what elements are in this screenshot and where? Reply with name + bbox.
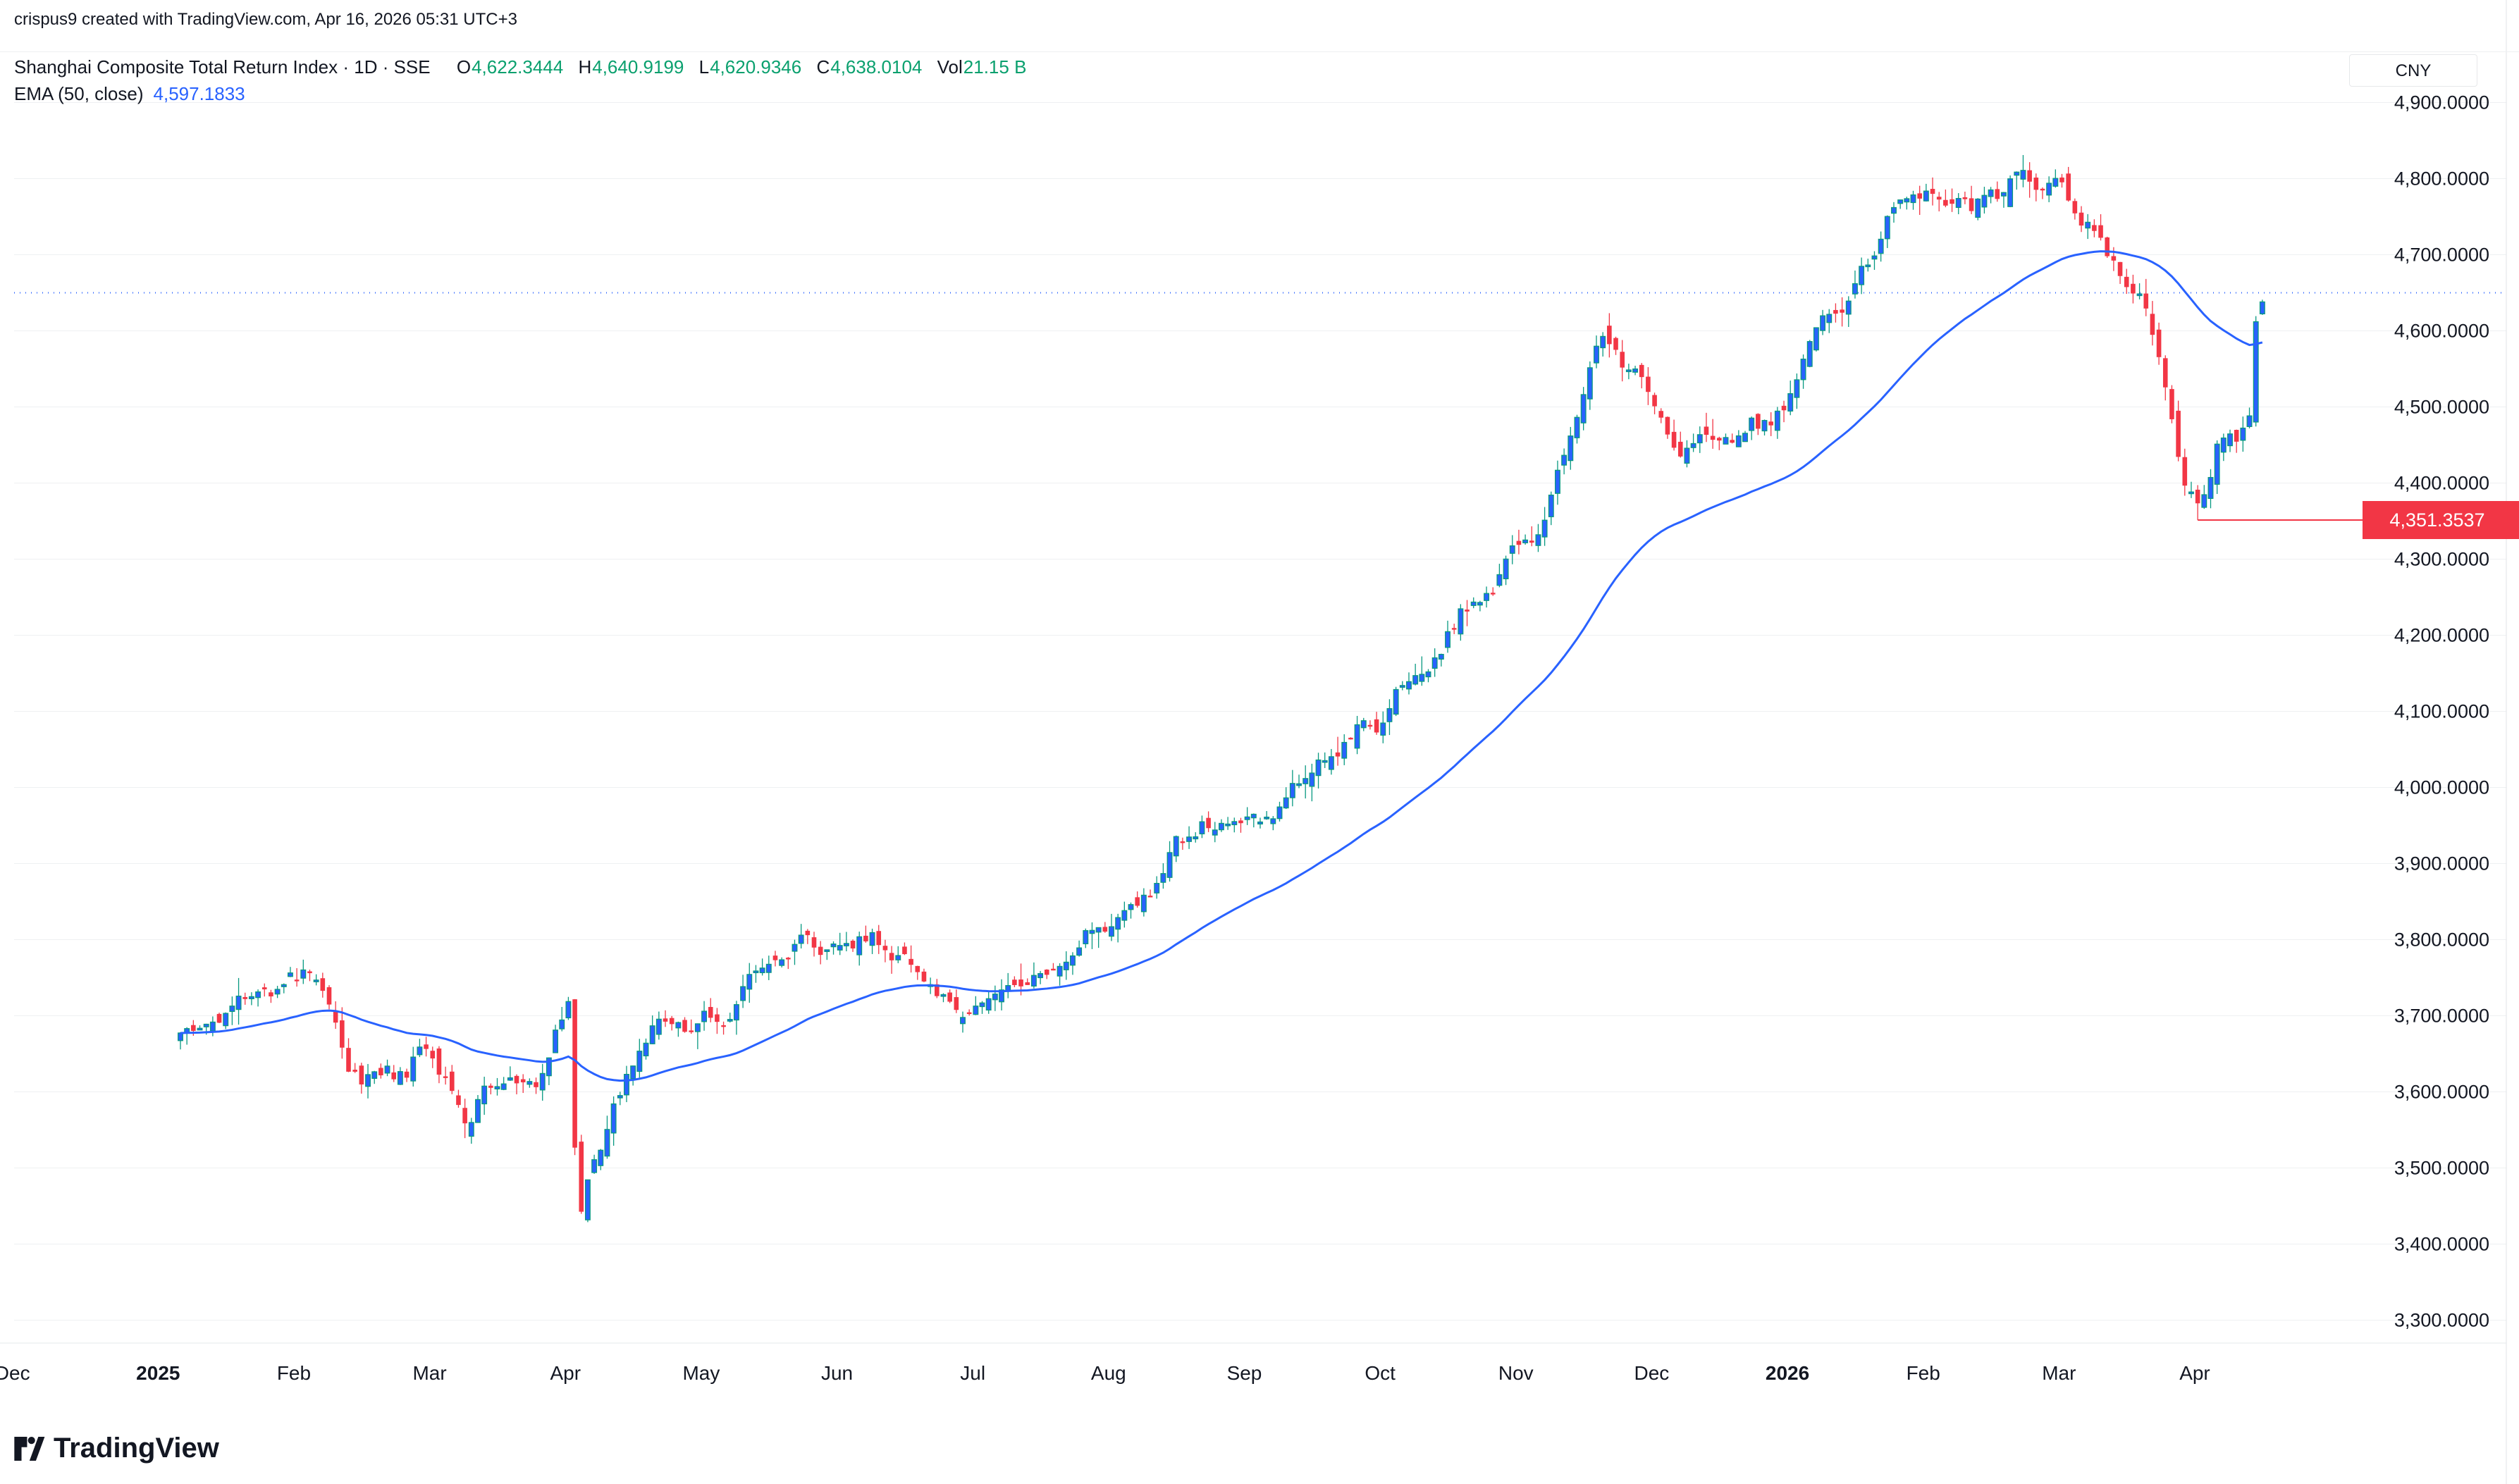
svg-text:Nov: Nov (1498, 1362, 1534, 1384)
svg-text:2025: 2025 (136, 1362, 180, 1384)
svg-text:Jul: Jul (960, 1362, 985, 1384)
svg-text:Apr: Apr (2179, 1362, 2210, 1384)
svg-text:Aug: Aug (1091, 1362, 1126, 1384)
svg-text:3,600.0000: 3,600.0000 (2394, 1082, 2489, 1103)
svg-text:4,400.0000: 4,400.0000 (2394, 473, 2489, 494)
svg-text:3,900.0000: 3,900.0000 (2394, 853, 2489, 874)
svg-text:4,600.0000: 4,600.0000 (2394, 321, 2489, 342)
svg-text:4,500.0000: 4,500.0000 (2394, 397, 2489, 418)
svg-text:Jun: Jun (821, 1362, 853, 1384)
svg-text:4,100.0000: 4,100.0000 (2394, 701, 2489, 722)
svg-text:3,400.0000: 3,400.0000 (2394, 1234, 2489, 1255)
svg-text:May: May (682, 1362, 720, 1384)
svg-text:Sep: Sep (1227, 1362, 1262, 1384)
svg-text:Mar: Mar (2042, 1362, 2076, 1384)
svg-text:Dec: Dec (1634, 1362, 1670, 1384)
svg-text:3,300.0000: 3,300.0000 (2394, 1310, 2489, 1331)
svg-text:Dec: Dec (0, 1362, 30, 1384)
svg-text:3,700.0000: 3,700.0000 (2394, 1006, 2489, 1027)
svg-text:2026: 2026 (1766, 1362, 1809, 1384)
svg-text:Apr: Apr (550, 1362, 581, 1384)
svg-text:Feb: Feb (1907, 1362, 1940, 1384)
svg-text:3,500.0000: 3,500.0000 (2394, 1158, 2489, 1179)
svg-text:4,300.0000: 4,300.0000 (2394, 549, 2489, 570)
svg-text:4,200.0000: 4,200.0000 (2394, 625, 2489, 646)
svg-text:4,000.0000: 4,000.0000 (2394, 777, 2489, 798)
svg-text:Mar: Mar (412, 1362, 446, 1384)
svg-text:3,800.0000: 3,800.0000 (2394, 929, 2489, 951)
svg-text:Oct: Oct (1365, 1362, 1396, 1384)
svg-text:4,800.0000: 4,800.0000 (2394, 168, 2489, 190)
svg-text:4,700.0000: 4,700.0000 (2394, 245, 2489, 266)
svg-text:Feb: Feb (277, 1362, 311, 1384)
